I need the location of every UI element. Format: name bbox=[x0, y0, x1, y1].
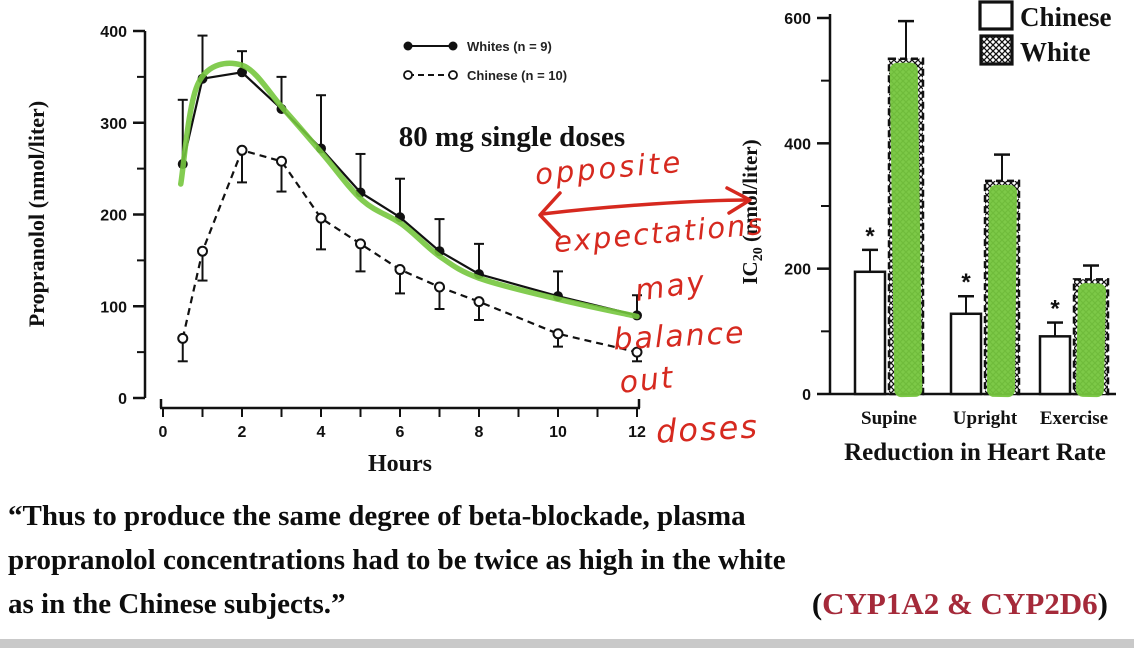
citation-genes: CYP1A2 & CYP2D6 bbox=[822, 586, 1098, 621]
double-headed-arrow bbox=[538, 186, 752, 237]
citation-paren-close: ) bbox=[1097, 586, 1108, 621]
x-tick-label: 4 bbox=[317, 424, 326, 441]
category-label: Upright bbox=[953, 408, 1018, 429]
series-line bbox=[181, 71, 638, 317]
green-highlighter-bar bbox=[986, 184, 1018, 398]
legend-entry-label: Chinese (n = 10) bbox=[467, 68, 567, 83]
x-tick-label: 10 bbox=[549, 424, 567, 441]
y-tick-label: 100 bbox=[100, 299, 127, 316]
significance-asterisk: * bbox=[961, 269, 971, 296]
handwritten-out: out bbox=[618, 360, 676, 401]
category-label: Supine bbox=[861, 408, 917, 429]
quote-line-3: as in the Chinese subjects.” (CYP1A2 & C… bbox=[0, 582, 1134, 626]
dose-annotation: 80 mg single doses bbox=[399, 121, 625, 153]
open-circle-marker bbox=[394, 264, 406, 276]
bar-chart-axes: 0 200 400 600 IC20 (nmol/liter) bbox=[738, 11, 1116, 404]
bar-chart-legend: Chinese White bbox=[978, 0, 1112, 67]
y-tick-label: 0 bbox=[118, 391, 127, 408]
y-tick-label: 400 bbox=[100, 24, 127, 41]
chinese-bar-upright bbox=[949, 312, 983, 396]
open-circle-marker bbox=[434, 281, 445, 293]
y-tick-label: 400 bbox=[784, 136, 811, 153]
open-circle-marker bbox=[276, 155, 287, 167]
significance-asterisk: * bbox=[865, 223, 875, 250]
y-tick-label: 200 bbox=[100, 208, 127, 225]
legend-entry-label: Whites (n = 9) bbox=[467, 39, 552, 54]
quote-line-2: propranolol concentrations had to be twi… bbox=[8, 544, 786, 576]
series-line bbox=[181, 148, 638, 354]
line-chart-y-label: Propranolol (nmol/liter) bbox=[24, 101, 49, 327]
y-tick-label: 300 bbox=[100, 116, 127, 133]
footer-strip bbox=[0, 639, 1134, 648]
x-tick-label: 6 bbox=[396, 424, 405, 441]
citation-paren-open: ( bbox=[811, 586, 823, 621]
chinese-bar-supine bbox=[853, 270, 887, 396]
x-tick-label: 2 bbox=[238, 424, 247, 441]
y-tick-label: 0 bbox=[802, 387, 811, 404]
legend-label-chinese: Chinese bbox=[1020, 2, 1112, 32]
line-chart-x-axis: 0 2 4 6 8 10 12 Hours bbox=[159, 399, 646, 477]
line-chart-y-axis: 0 100 200 300 400 Propranolol (nmol/liter) bbox=[24, 24, 147, 408]
y-tick-label: 200 bbox=[784, 262, 811, 279]
green-highlighter-bar bbox=[889, 62, 923, 398]
line-chart-legend: Whites (n = 9) Chinese (n = 10) bbox=[403, 39, 567, 83]
green-highlighter-trace bbox=[178, 60, 640, 320]
legend-swatch-white bbox=[979, 34, 1014, 66]
quote-line-1: “Thus to produce the same degree of beta… bbox=[8, 500, 746, 532]
line-chart-x-label: Hours bbox=[368, 451, 432, 477]
handwritten-may: may bbox=[633, 264, 709, 309]
citation: (CYP1A2 & CYP2D6) bbox=[812, 582, 1108, 626]
x-tick-label: 8 bbox=[475, 424, 484, 441]
open-circle-marker bbox=[315, 212, 327, 224]
open-circle-marker bbox=[177, 332, 189, 344]
quote-line-3-text: as in the Chinese subjects.” bbox=[8, 588, 346, 620]
significance-asterisk: * bbox=[1050, 296, 1060, 323]
open-circle-marker bbox=[197, 245, 208, 257]
legend-label-white: White bbox=[1020, 37, 1091, 67]
green-highlighter-bar bbox=[1075, 283, 1106, 398]
x-tick-label: 0 bbox=[159, 424, 168, 441]
chinese-series bbox=[177, 144, 643, 363]
category-label: Exercise bbox=[1040, 408, 1108, 429]
filled-circle-marker bbox=[237, 67, 247, 78]
open-circle-marker bbox=[552, 328, 564, 340]
handwritten-expectations: expectations bbox=[553, 207, 766, 259]
ic20-bar-chart: 0 200 400 600 IC20 (nmol/liter) * Supine * Uprig… bbox=[738, 0, 1116, 466]
propranolol-line-chart: 0 100 200 300 400 Propranolol (nmol/liter) 0 2 4… bbox=[24, 24, 646, 477]
y-tick-label: 600 bbox=[784, 11, 811, 28]
open-circle-marker bbox=[631, 346, 643, 358]
open-circle-marker bbox=[473, 296, 485, 308]
open-circle-marker bbox=[236, 144, 248, 156]
legend-swatch-chinese bbox=[978, 0, 1014, 31]
chinese-bar-exercise bbox=[1038, 335, 1072, 396]
bar-chart-x-label: Reduction in Heart Rate bbox=[844, 439, 1106, 466]
quote-block: “Thus to produce the same degree of beta… bbox=[0, 494, 1134, 626]
handwritten-doses: doses bbox=[655, 407, 760, 450]
x-tick-label: 12 bbox=[628, 424, 646, 441]
handwritten-balance: balance bbox=[613, 316, 747, 358]
open-circle-marker bbox=[355, 238, 366, 250]
bar-chart-y-label: IC20 (nmol/liter) bbox=[738, 139, 766, 284]
